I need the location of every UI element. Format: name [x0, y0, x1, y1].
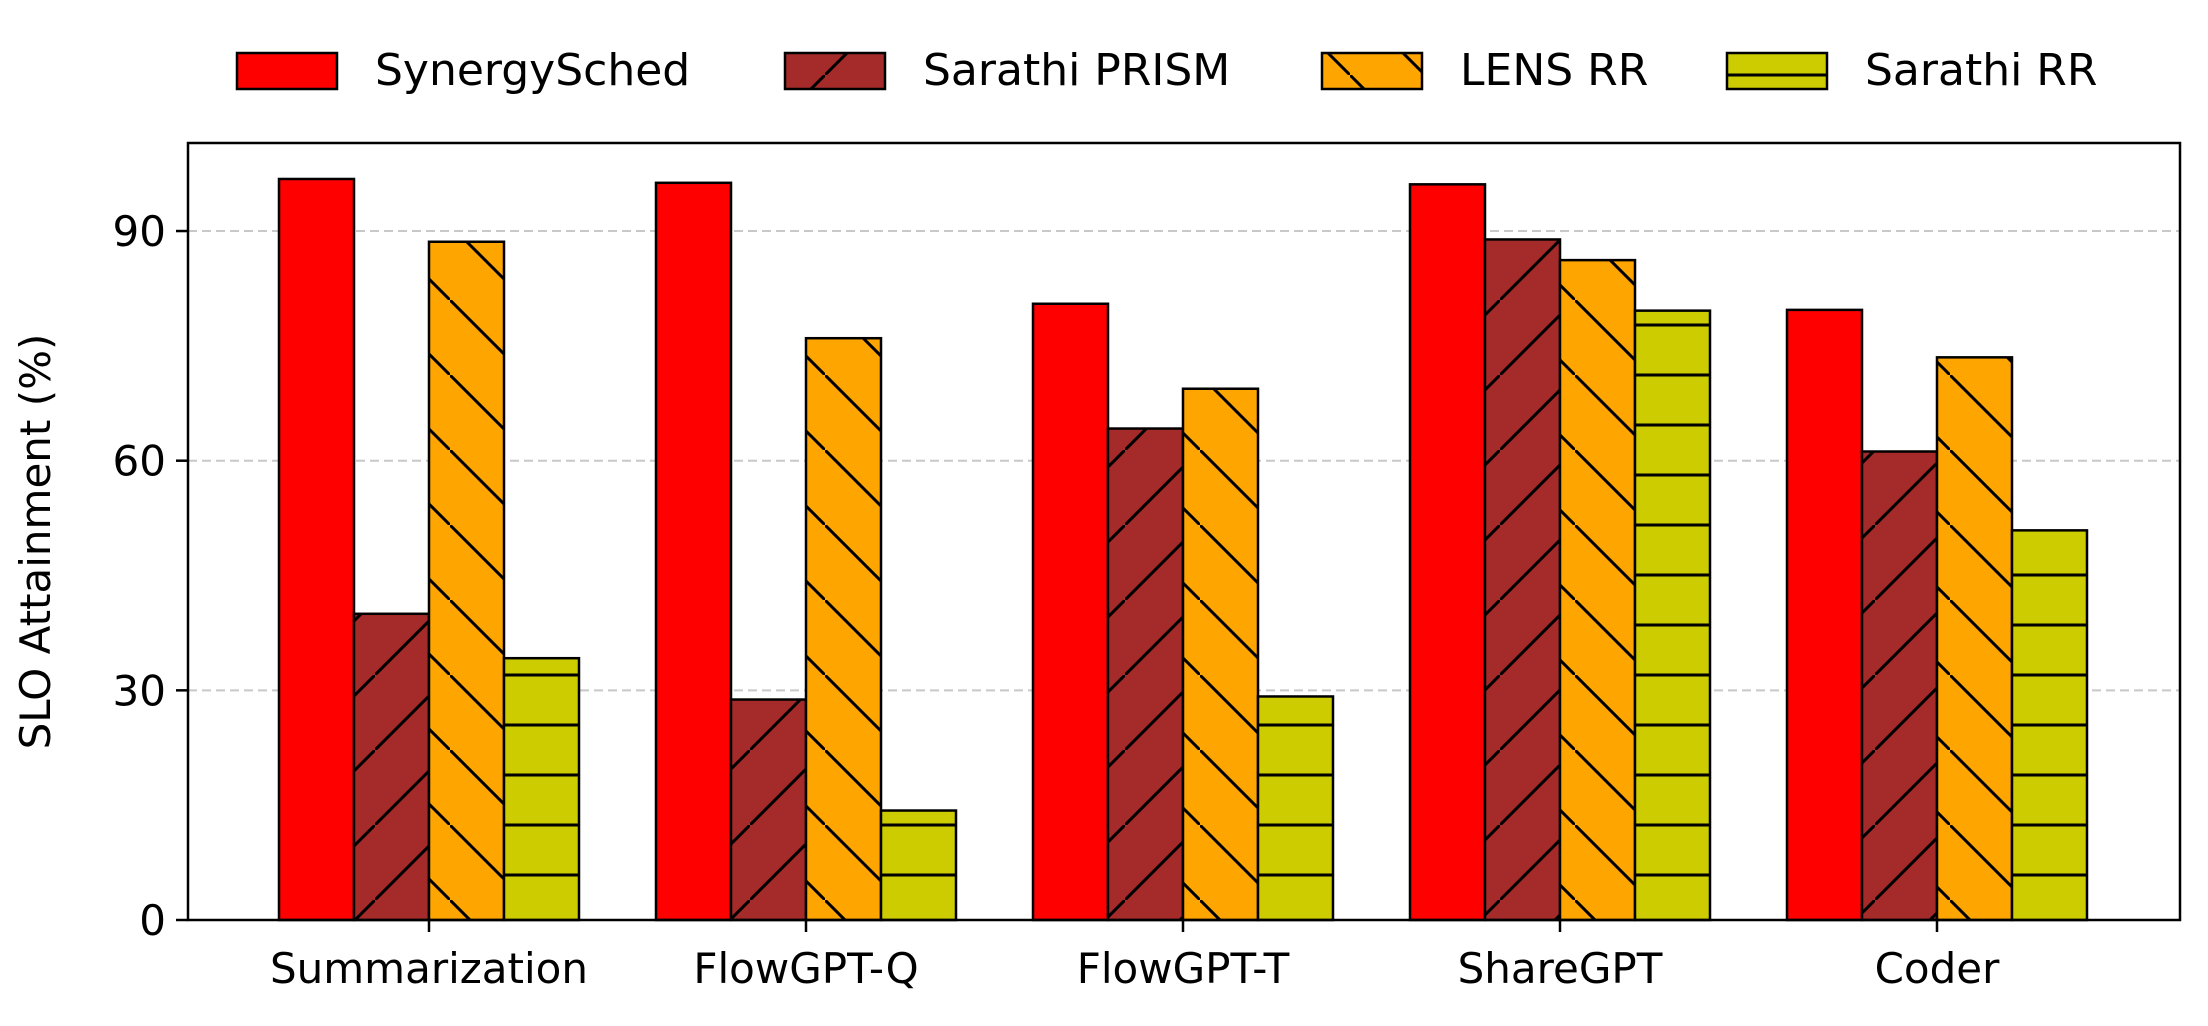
bar-hatch: [1937, 357, 2012, 920]
bar-hatch: [806, 338, 881, 920]
x-axis: Summarization FlowGPT-Q FlowGPT-T ShareGPT C…: [270, 920, 2000, 993]
bar-hatch: [354, 613, 429, 920]
bar-synergysched-sharegpt: [1410, 184, 1485, 920]
bar-hatch: [1862, 451, 1937, 920]
x-tick-label-coder: Coder: [1875, 944, 2001, 993]
legend-swatch-outline: [783, 51, 887, 91]
legend: SynergySched Sarathi PRISM LENS RR Sarathi …: [235, 45, 2097, 96]
bar-hatch: [429, 241, 504, 921]
bar-hatch: [2012, 530, 2087, 920]
legend-swatch-hatch: [1727, 53, 1827, 89]
y-tick-label: 60: [113, 437, 166, 486]
bar-hatch: [881, 810, 956, 920]
legend-label-lens-rr: LENS RR: [1460, 45, 1648, 96]
x-tick-label-summarization: Summarization: [270, 944, 588, 993]
y-tick-label: 90: [113, 207, 166, 256]
y-axis: 0 30 60 90: [113, 207, 188, 945]
bar-hatch: [731, 699, 806, 920]
bar-synergysched-flowgpt-t: [1033, 303, 1108, 920]
bar-synergysched-flowgpt-q: [656, 182, 731, 921]
x-tick-label-flowgpt-t: FlowGPT-T: [1077, 944, 1290, 993]
legend-swatch-hatch: [785, 53, 885, 89]
bar-hatch: [504, 658, 579, 920]
x-tick-label-flowgpt-q: FlowGPT-Q: [693, 944, 918, 993]
bar-hatch: [1485, 239, 1560, 920]
bar-hatch: [1258, 696, 1333, 920]
y-tick-label: 0: [139, 896, 166, 945]
bar-synergysched-coder: [1787, 309, 1862, 920]
legend-swatch-outline: [1725, 51, 1829, 91]
y-axis-label: SLO Attainment (%): [11, 334, 60, 750]
bar-hatch: [1635, 310, 1710, 920]
legend-swatch-outline: [1320, 51, 1424, 91]
bars: [277, 177, 2089, 922]
bar-synergysched-summarization: [279, 178, 354, 920]
y-tick-label: 30: [113, 666, 166, 715]
legend-label-synergysched: SynergySched: [375, 45, 690, 96]
legend-swatch-synergysched: [237, 53, 337, 89]
x-tick-label-sharegpt: ShareGPT: [1458, 944, 1663, 993]
legend-swatch-outline: [235, 51, 339, 91]
bar-hatch: [1108, 428, 1183, 920]
bar-hatch: [1560, 260, 1635, 920]
bar-hatch: [1183, 388, 1258, 920]
legend-swatch-hatch: [1322, 53, 1422, 89]
legend-label-sarathi-rr: Sarathi RR: [1865, 45, 2097, 96]
legend-label-sarathi-prism: Sarathi PRISM: [923, 45, 1230, 96]
